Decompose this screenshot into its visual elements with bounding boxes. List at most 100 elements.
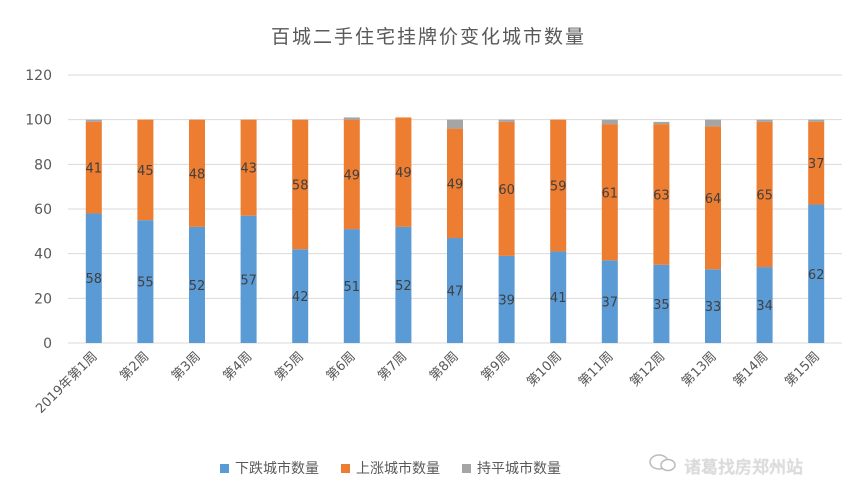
bar [756, 267, 773, 343]
y-tick-label: 120 [25, 68, 52, 84]
chart-title: 百城二手住宅挂牌价变化城市数量 [270, 26, 586, 48]
x-tick-label: 第8周 [427, 349, 462, 384]
bar [395, 226, 412, 343]
data-label: 43 [240, 162, 257, 177]
x-tick-label: 第6周 [324, 349, 359, 384]
data-label: 49 [447, 177, 464, 192]
data-label: 57 [240, 273, 257, 288]
data-label: 63 [653, 188, 670, 203]
legend-label: 下跌城市数量 [235, 461, 319, 477]
data-label: 60 [498, 183, 515, 198]
x-tick-label: 第7周 [375, 349, 410, 384]
bar [240, 119, 257, 216]
x-tick-label: 第3周 [169, 349, 204, 384]
data-label: 41 [86, 162, 103, 177]
data-label: 37 [808, 157, 825, 172]
bar [601, 119, 618, 125]
x-tick-label: 第9周 [479, 349, 514, 384]
bar [756, 119, 773, 122]
bar [705, 119, 721, 127]
data-label: 58 [292, 178, 309, 193]
watermark-text: 诸葛找房郑州站 [684, 458, 803, 478]
data-label: 65 [756, 188, 773, 203]
x-tick-label: 第5周 [272, 349, 307, 384]
bar [85, 121, 102, 214]
bar [395, 117, 412, 227]
bar [447, 238, 463, 343]
data-label: 33 [705, 300, 722, 315]
data-label: 45 [137, 164, 154, 179]
bar [498, 121, 515, 256]
data-label: 49 [395, 166, 412, 181]
y-tick-label: 40 [34, 247, 52, 263]
bar [705, 126, 721, 270]
bar [137, 119, 154, 221]
bar [292, 119, 309, 250]
data-label: 64 [705, 192, 722, 207]
data-label: 58 [86, 272, 103, 287]
bar [343, 117, 360, 120]
data-label: 47 [447, 285, 464, 300]
bar [498, 255, 515, 343]
y-tick-label: 0 [43, 336, 52, 352]
x-tick-label: 第13周 [679, 349, 720, 390]
data-label: 48 [189, 167, 206, 182]
bar [498, 119, 515, 122]
legend: 下跌城市数量 上涨城市数量 持平城市数量 [220, 458, 561, 478]
data-label: 59 [550, 180, 567, 195]
x-tick-label: 第10周 [524, 349, 565, 390]
data-label: 52 [189, 279, 206, 294]
bar [756, 121, 773, 268]
y-tick-label: 20 [34, 291, 52, 307]
bar [189, 226, 205, 343]
legend-swatch [462, 463, 471, 473]
legend-item: 下跌城市数量 [220, 458, 319, 478]
bar [137, 220, 154, 343]
x-tick-label: 第15周 [782, 349, 823, 390]
data-label: 35 [653, 298, 670, 313]
legend-item: 持平城市数量 [462, 458, 561, 478]
y-tick-label: 100 [25, 113, 52, 129]
bar [653, 264, 670, 343]
bar [343, 119, 360, 230]
bar [808, 119, 825, 122]
data-label: 37 [602, 296, 619, 311]
bar [447, 128, 463, 239]
bar [705, 269, 721, 343]
bar [189, 119, 205, 227]
data-label: 42 [292, 290, 309, 305]
y-tick-label: 60 [34, 202, 52, 218]
bar [808, 121, 825, 205]
bar [550, 119, 567, 252]
bar [292, 249, 309, 343]
data-label: 39 [498, 293, 515, 308]
x-tick-label: 第4周 [221, 349, 256, 384]
data-label: 49 [344, 168, 361, 183]
legend-item: 上涨城市数量 [341, 458, 440, 478]
data-label: 61 [602, 186, 619, 201]
data-label: 55 [137, 276, 154, 291]
x-tick-label: 第2周 [117, 349, 152, 384]
bar [85, 213, 102, 343]
legend-label: 上涨城市数量 [356, 461, 440, 477]
data-label: 52 [395, 279, 412, 294]
bar [653, 121, 670, 125]
wechat-icon [648, 452, 678, 479]
bar [601, 260, 618, 343]
bar [240, 215, 257, 343]
legend-swatch [341, 463, 350, 473]
x-tick-label: 第12周 [628, 349, 669, 390]
bar [601, 124, 618, 261]
bar [85, 119, 102, 122]
x-tick-label: 第14周 [731, 349, 772, 390]
bar [447, 119, 463, 129]
bar [343, 229, 360, 343]
x-tick-label: 2019年第1周 [33, 349, 100, 416]
legend-swatch [220, 463, 229, 473]
data-label: 34 [756, 299, 773, 314]
bar [550, 251, 567, 343]
bar [808, 204, 825, 343]
y-tick-label: 80 [34, 157, 52, 173]
